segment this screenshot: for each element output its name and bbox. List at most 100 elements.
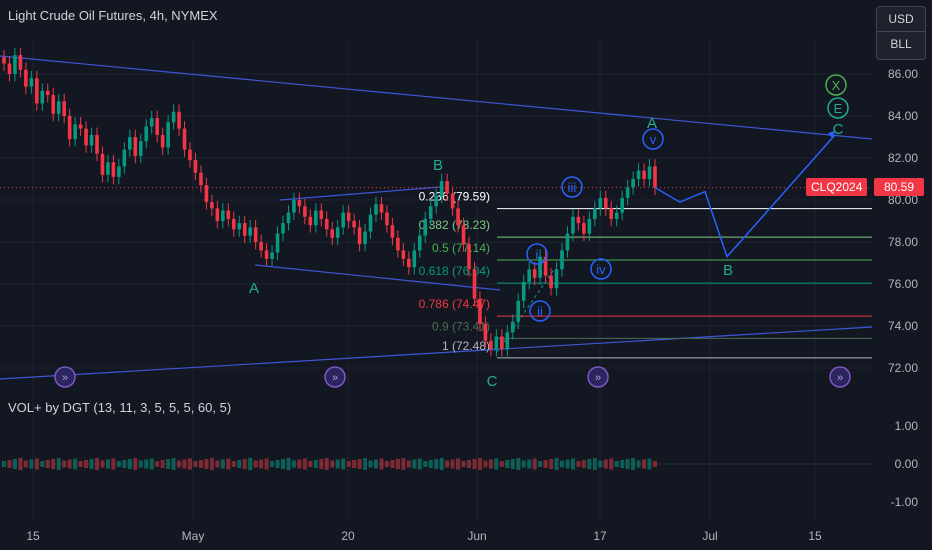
candle-body	[182, 128, 187, 150]
volume-bar	[231, 461, 236, 467]
candle-body	[390, 225, 395, 238]
candle-body	[653, 166, 657, 188]
candles	[2, 47, 657, 357]
volume-bar	[116, 461, 121, 467]
volume-bar	[62, 460, 67, 468]
volume-bar	[543, 460, 548, 468]
candle-body	[434, 195, 438, 207]
candle-body	[428, 206, 433, 219]
volume-bar	[67, 459, 72, 469]
session-markers[interactable]: » » » »	[54, 366, 851, 388]
volume-bar	[209, 458, 214, 470]
volume-bar	[264, 458, 269, 470]
candle-body	[253, 227, 258, 242]
volume-bar	[253, 460, 258, 468]
currency-label[interactable]: USD	[888, 12, 914, 26]
time-axis[interactable]: 15 May 20 Jun 17 Jul 15	[26, 529, 822, 543]
price-tick-label: 84.00	[888, 109, 918, 123]
candle-body	[450, 193, 455, 209]
time-tick-label: Jul	[702, 529, 717, 543]
volume-bar	[417, 458, 422, 470]
candle-body	[642, 170, 646, 179]
volume-bar	[45, 460, 50, 468]
wave-label: i	[536, 247, 539, 262]
fib-level-label: 1 (72.48)	[442, 339, 490, 353]
time-tick-label: 17	[593, 529, 607, 543]
volume-bar	[171, 458, 176, 470]
price-axis[interactable]: 72.00 74.00 76.00 78.00 80.00 82.00 84.00 86.00…	[888, 67, 918, 509]
session-marker-icon[interactable]	[324, 366, 346, 388]
session-marker-glyph: »	[837, 372, 843, 384]
price-tick-label: 86.00	[888, 67, 918, 81]
fib-level-label: 0.382 (78.23)	[419, 218, 490, 232]
session-marker-icon[interactable]	[54, 366, 76, 388]
trendlines	[0, 55, 873, 380]
volume-bar	[319, 459, 324, 469]
candle-body	[67, 116, 72, 140]
volume-bar	[368, 460, 373, 468]
time-tick-label: 15	[26, 529, 40, 543]
candle-body	[128, 137, 132, 150]
volume-bar	[23, 460, 28, 468]
volume-bar	[122, 460, 127, 468]
candle-body	[603, 197, 608, 209]
volume-bar	[450, 459, 455, 469]
volume-bar	[18, 458, 23, 470]
candle-body	[2, 57, 6, 64]
currency-unit-selector[interactable]: USD BLL	[876, 6, 926, 60]
candle-body	[160, 134, 165, 148]
candle-body	[614, 212, 619, 219]
volume-bar	[472, 459, 477, 469]
price-tick-label: 80.00	[888, 193, 918, 207]
fib-level-label: 0.5 (77.14)	[432, 241, 490, 255]
candle-body	[171, 111, 176, 123]
volume-bar	[598, 460, 603, 468]
volume-bar	[73, 458, 78, 470]
session-marker-icon[interactable]	[829, 366, 851, 388]
volume-bar	[198, 460, 203, 468]
candle-body	[237, 223, 242, 230]
volume-bar	[581, 460, 586, 468]
candle-body	[379, 204, 384, 213]
wave-label: ii	[537, 304, 543, 319]
candle-body	[352, 221, 356, 228]
volume-bar	[100, 460, 105, 468]
volume-bar	[89, 459, 94, 469]
session-marker-icon[interactable]	[587, 366, 609, 388]
candle-body	[538, 256, 542, 278]
candle-body	[221, 210, 225, 221]
candle-body	[494, 336, 499, 350]
candle-body	[401, 250, 406, 259]
wave-label: A	[647, 115, 657, 132]
volume-bar	[215, 460, 220, 468]
candle-body	[248, 227, 252, 236]
fib-level-label: 0.786 (74.47)	[419, 297, 490, 311]
candle-body	[51, 95, 56, 114]
volume-indicator-title[interactable]: VOL+ by DGT (13, 11, 3, 5, 5, 5, 60, 5)	[8, 400, 232, 415]
volume-bar	[275, 460, 280, 468]
volume-bar	[483, 460, 488, 468]
wave-label: X	[832, 78, 841, 93]
volume-bar	[592, 458, 597, 470]
volume-bar	[302, 458, 307, 470]
unit-label[interactable]: BLL	[877, 31, 925, 56]
candle-body	[45, 90, 50, 95]
wave-label: E	[834, 101, 843, 116]
volume-bar	[554, 458, 559, 470]
candle-body	[73, 124, 77, 140]
symbol-tag: CLQ2024	[806, 178, 868, 196]
candle-body	[560, 250, 564, 270]
volume-bar	[363, 458, 368, 470]
volume-pane	[0, 458, 872, 470]
trend-line	[279, 186, 441, 201]
wave-label: B	[433, 157, 443, 174]
candle-body	[155, 118, 159, 135]
candle-body	[565, 233, 570, 251]
fib-level-label: 0.618 (76.04)	[419, 264, 490, 278]
candle-body	[467, 244, 471, 270]
candle-body	[407, 258, 411, 268]
candle-body	[587, 218, 592, 234]
volume-bar	[499, 461, 504, 467]
candle-body	[620, 197, 624, 213]
